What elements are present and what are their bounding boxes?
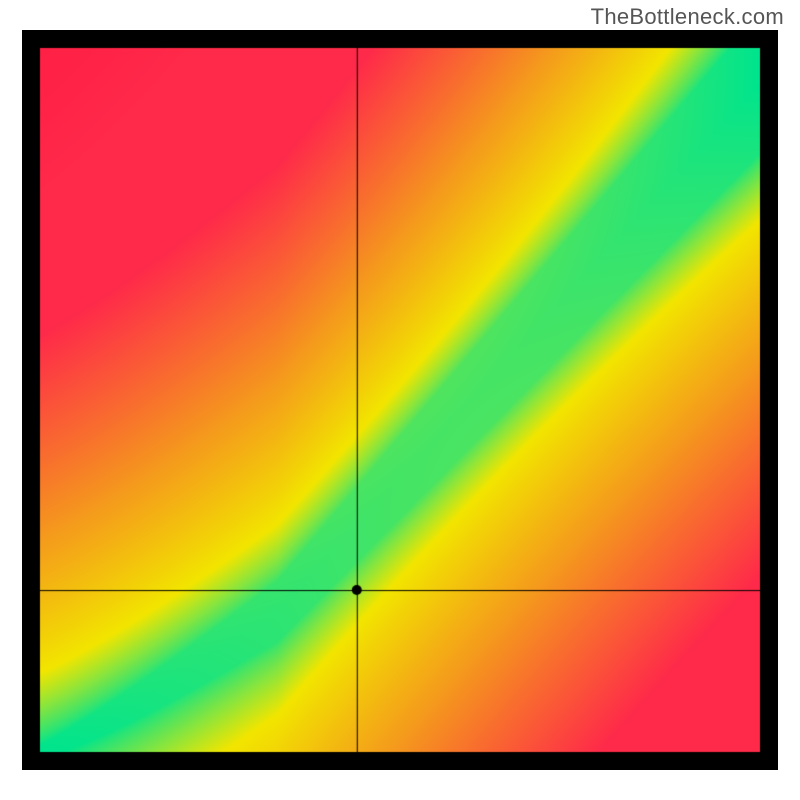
chart-container: TheBottleneck.com [0, 0, 800, 800]
plot-frame [22, 30, 778, 770]
heatmap-canvas [22, 30, 778, 770]
watermark-text: TheBottleneck.com [591, 4, 784, 30]
